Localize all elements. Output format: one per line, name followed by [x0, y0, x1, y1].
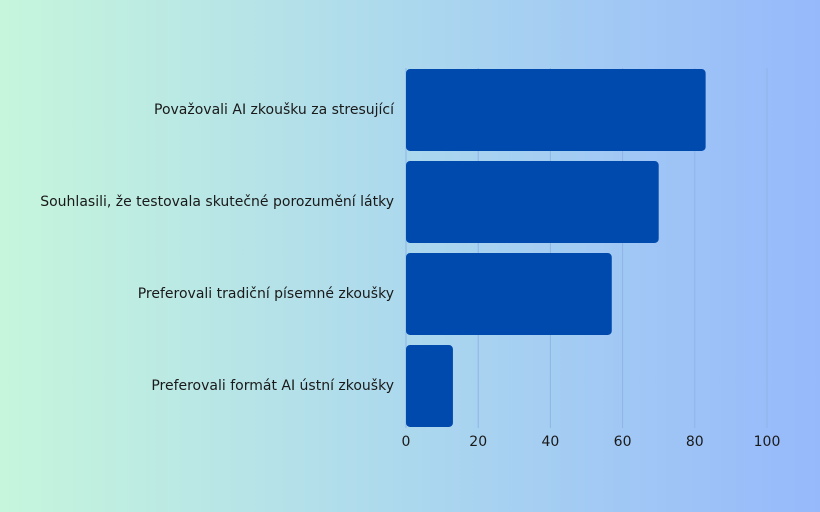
bar: [406, 253, 612, 335]
x-tick-label: 60: [614, 434, 632, 450]
y-tick-label: Souhlasili, že testovala skutečné porozu…: [40, 194, 394, 210]
bar: [406, 161, 659, 243]
x-tick-label: 80: [686, 434, 704, 450]
x-tick-label: 0: [402, 434, 411, 450]
bar: [406, 345, 453, 427]
x-tick-label: 40: [541, 434, 559, 450]
x-tick-label: 20: [469, 434, 487, 450]
bar: [406, 69, 706, 151]
y-tick-label: Považovali AI zkoušku za stresující: [154, 102, 395, 118]
x-tick-label: 100: [754, 434, 781, 450]
y-tick-label: Preferovali formát AI ústní zkoušky: [151, 378, 394, 394]
y-tick-label: Preferovali tradiční písemné zkoušky: [138, 286, 394, 302]
